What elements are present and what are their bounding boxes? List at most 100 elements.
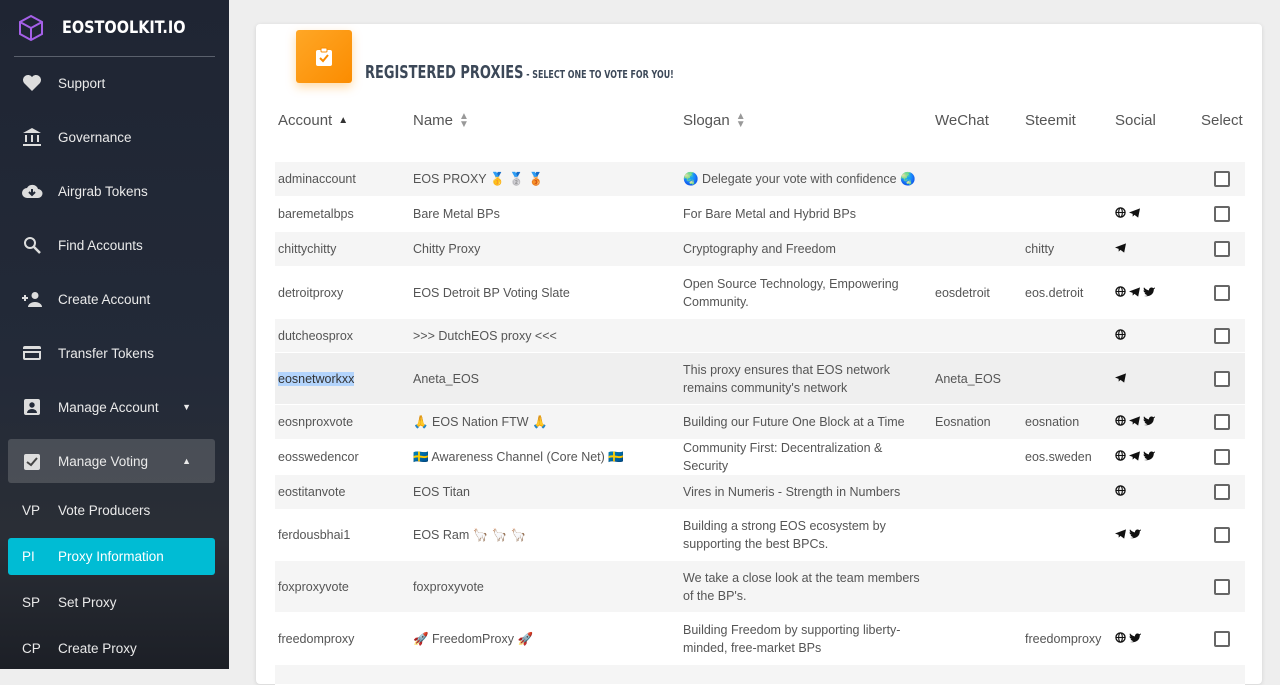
select-checkbox[interactable] [1214,327,1230,344]
telegram-icon[interactable] [1115,240,1126,258]
sidebar-item-label: Manage Voting [58,453,149,469]
select-checkbox[interactable] [1214,630,1230,647]
globe-icon[interactable] [1115,327,1126,345]
cell-account[interactable]: detroitproxy [278,284,343,302]
table-row[interactable]: chittychitty Chitty Proxy Cryptography a… [275,232,1245,267]
sidebar-item-label: Find Accounts [58,237,143,253]
globe-icon[interactable] [1115,630,1126,648]
sidebar-item-transfer-tokens[interactable]: Transfer Tokens [8,331,215,375]
select-checkbox[interactable] [1214,414,1230,430]
cell-account[interactable]: foxproxyvote [278,578,349,596]
globe-icon[interactable] [1115,448,1126,466]
heart-icon [20,74,44,92]
cell-wechat: Aneta_EOS [935,371,1002,386]
telegram-icon[interactable] [1115,526,1126,544]
column-label: Name [413,112,454,129]
table-row[interactable]: baremetalbps Bare Metal BPs For Bare Met… [275,197,1245,232]
cell-wechat: eosdetroit [935,285,990,300]
table-row[interactable]: freedomproxy 🚀 FreedomProxy 🚀 Building F… [275,613,1245,665]
globe-icon[interactable] [1115,413,1126,431]
telegram-icon[interactable] [1129,205,1140,223]
sidebar-item-support[interactable]: Support [8,61,215,105]
bank-icon [20,127,44,147]
brand[interactable]: EOSTOOLKIT.IO [14,0,215,57]
cell-account[interactable]: chittychitty [278,240,336,258]
cell-slogan: Building Freedom by supporting liberty-m… [683,622,901,655]
cell-account[interactable]: dutcheosprox [278,327,353,345]
column-label: Steemit [1025,112,1076,129]
cell-account[interactable]: ferdousbhai1 [278,526,350,544]
table-row[interactable]: foxproxyvote foxproxyvote We take a clos… [275,561,1245,613]
select-checkbox[interactable] [1214,578,1230,595]
sidebar-subitem-create-proxy[interactable]: CP Create Proxy [8,626,215,670]
sidebar-item-manage-voting[interactable]: Manage Voting ▲ [8,439,215,483]
account-text: adminaccount [278,172,356,186]
telegram-icon[interactable] [1129,448,1140,466]
telegram-icon[interactable] [1115,370,1126,388]
select-checkbox[interactable] [1214,449,1230,465]
cell-name: EOS PROXY 🥇 🥈 🥉 [413,172,544,186]
cell-slogan: Building a strong EOS ecosystem by suppo… [683,519,886,551]
select-checkbox[interactable] [1214,484,1230,500]
subitem-abbr: CP [22,640,41,656]
proxies-card: REGISTERED PROXIES - SELECT ONE TO VOTE … [256,24,1262,685]
globe-icon[interactable] [1115,205,1126,223]
sidebar-subitem-proxy-information[interactable]: PI Proxy Information [8,538,215,575]
globe-icon[interactable] [1115,284,1126,302]
table-row[interactable]: eosnproxvote 🙏 EOS Nation FTW 🙏 Building… [275,405,1245,440]
cell-account[interactable]: freedomproxy [278,630,354,648]
column-label: Social [1115,112,1156,129]
cell-account[interactable]: adminaccount [278,170,356,188]
twitter-icon[interactable] [1143,284,1155,302]
twitter-icon[interactable] [1129,526,1141,544]
sidebar-subitem-set-proxy[interactable]: SP Set Proxy [8,580,215,624]
twitter-icon[interactable] [1143,413,1155,431]
cell-slogan: Cryptography and Freedom [683,242,836,256]
sidebar-subitem-vote-producers[interactable]: VP Vote Producers [8,488,215,532]
column-header-slogan[interactable]: Slogan ▲ ▼ [683,110,746,130]
sidebar-item-manage-account[interactable]: Manage Account ▼ [8,385,215,429]
column-header-name[interactable]: Name ▲ ▼ [413,111,469,129]
cell-account[interactable]: eosswedencor [278,448,359,466]
sidebar-item-airgrab-tokens[interactable]: Airgrab Tokens [8,169,215,213]
table-row[interactable]: detroitproxy EOS Detroit BP Voting Slate… [275,267,1245,319]
subtitle-text: - SELECT ONE TO VOTE FOR YOU! [523,68,674,81]
account-text: eostitanvote [278,485,346,499]
telegram-icon[interactable] [1129,284,1140,302]
table-row[interactable]: dutcheosprox >>> DutchEOS proxy <<< [275,319,1245,353]
account-text: dutcheosprox [278,328,354,343]
cell-account[interactable]: eostitanvote [278,483,345,501]
table-row[interactable]: eostitanvote EOS Titan Vires in Numeris … [275,475,1245,510]
cell-account[interactable]: eosnproxvote [278,413,353,431]
cell-account[interactable]: eosnetworkxx [278,370,355,388]
cell-slogan: For Bare Metal and Hybrid BPs [683,207,856,221]
column-header-account[interactable]: Account ▲ [278,112,348,129]
table-row[interactable]: eosswedencor 🇸🇪 Awareness Channel (Core … [275,440,1245,475]
globe-icon[interactable] [1115,483,1126,501]
select-checkbox[interactable] [1214,370,1230,387]
sort-icon: ▲ ▼ [735,110,746,130]
telegram-icon[interactable] [1129,413,1140,431]
twitter-icon[interactable] [1129,630,1141,648]
sidebar-item-create-account[interactable]: Create Account [8,277,215,321]
subitem-abbr: VP [22,502,41,518]
table-row[interactable]: eosnetworkxx Aneta_EOS This proxy ensure… [275,353,1245,405]
select-checkbox[interactable] [1214,284,1230,301]
select-checkbox[interactable] [1214,527,1230,543]
clipboard-check-icon [296,30,352,83]
sidebar-item-label: Manage Account [58,399,159,415]
cell-social [1115,483,1126,501]
table-row[interactable] [275,665,1245,685]
cell-steemit: chitty [1025,242,1055,256]
table-row[interactable]: adminaccount EOS PROXY 🥇 🥈 🥉 🌏 Delegate … [275,162,1245,197]
twitter-icon[interactable] [1143,448,1155,466]
cell-name: foxproxyvote [413,579,484,594]
cell-account[interactable]: baremetalbps [278,205,354,223]
select-checkbox[interactable] [1214,206,1230,222]
sidebar-item-label: Transfer Tokens [58,345,155,361]
sidebar-item-find-accounts[interactable]: Find Accounts [8,223,215,267]
select-checkbox[interactable] [1214,241,1230,257]
sidebar-item-governance[interactable]: Governance [8,115,215,159]
select-checkbox[interactable] [1214,171,1230,187]
table-row[interactable]: ferdousbhai1 EOS Ram 🦙 🦙 🦙 Building a st… [275,510,1245,561]
